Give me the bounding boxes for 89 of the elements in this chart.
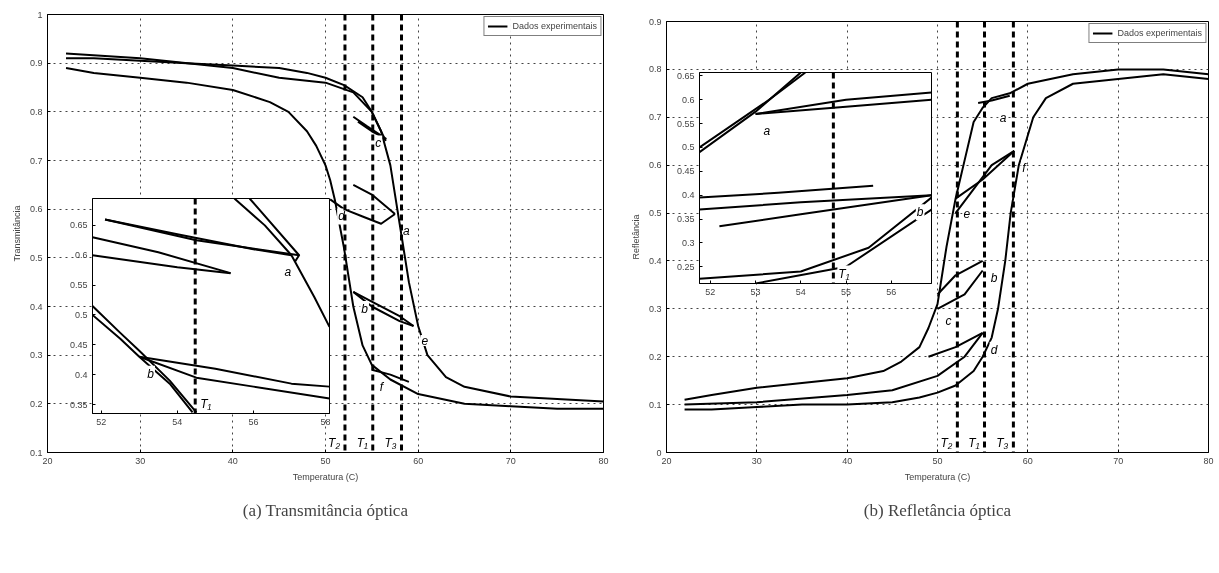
x-tick-label: 52 bbox=[96, 416, 107, 427]
text: (a) Transmitância óptica bbox=[242, 500, 409, 520]
annotation: a bbox=[999, 110, 1007, 125]
y-tick-label: 0.5 bbox=[681, 142, 695, 153]
y-tick-label: 0.55 bbox=[69, 280, 88, 291]
x-tick-label: 50 bbox=[320, 455, 331, 466]
x-tick-label: 56 bbox=[886, 286, 897, 297]
annotation: c bbox=[945, 314, 952, 329]
y-tick-label: 0.25 bbox=[676, 261, 695, 272]
y-axis-title: Refletância bbox=[630, 214, 641, 260]
y-tick-label: 0.2 bbox=[29, 398, 43, 409]
ref-line-label: T₁ bbox=[356, 435, 368, 450]
y-tick-label: 0.5 bbox=[29, 252, 43, 263]
x-tick-label: 70 bbox=[1113, 455, 1124, 466]
x-tick-label: 20 bbox=[661, 455, 672, 466]
annotation: a bbox=[763, 124, 771, 139]
y-tick-label: 0.8 bbox=[29, 106, 43, 117]
annotation: b bbox=[147, 366, 155, 381]
y-tick-label: 0.8 bbox=[648, 64, 662, 75]
y-tick-label: 0.45 bbox=[69, 339, 88, 350]
y-tick-label: 0 bbox=[656, 447, 662, 458]
x-axis-title: Temperatura (C) bbox=[292, 471, 359, 482]
ref-line-label: T₂ bbox=[940, 435, 953, 450]
ref-line-label: T₂ bbox=[328, 435, 341, 450]
annotation: b bbox=[916, 205, 924, 220]
y-tick-label: 1 bbox=[37, 9, 43, 20]
x-tick-label: 80 bbox=[1203, 455, 1214, 466]
x-tick-label: 40 bbox=[842, 455, 853, 466]
y-axis-title: Transmitância bbox=[11, 205, 22, 262]
y-tick-label: 0.65 bbox=[69, 220, 88, 231]
y-tick-label: 0.3 bbox=[29, 350, 43, 361]
x-tick-label: 80 bbox=[598, 455, 609, 466]
text: (b) Refletância óptica bbox=[863, 500, 1012, 520]
ref-line-label: T₁ bbox=[968, 435, 980, 450]
annotation: d bbox=[990, 342, 998, 357]
x-tick-label: 70 bbox=[505, 455, 516, 466]
y-tick-label: 0.9 bbox=[648, 16, 662, 27]
x-tick-label: 30 bbox=[135, 455, 146, 466]
y-tick-label: 0.65 bbox=[676, 70, 695, 81]
y-tick-label: 0.55 bbox=[676, 118, 695, 129]
y-tick-label: 0.35 bbox=[69, 399, 88, 410]
y-tick-label: 0.4 bbox=[648, 255, 662, 266]
annotation: c bbox=[375, 136, 382, 151]
legend-label: Dados experimentais bbox=[512, 20, 597, 32]
legend-label: Dados experimentais bbox=[1117, 27, 1202, 39]
x-tick-label: 56 bbox=[248, 416, 259, 427]
x-axis-title: Temperatura (C) bbox=[904, 471, 971, 482]
x-tick-label: 20 bbox=[42, 455, 53, 466]
annotation: e bbox=[421, 333, 429, 348]
y-tick-label: 0.35 bbox=[676, 214, 695, 225]
ref-line-label: T₃ bbox=[996, 435, 1009, 450]
ref-line-label: T₁ bbox=[200, 396, 212, 411]
y-tick-label: 0.3 bbox=[648, 303, 662, 314]
annotation: b bbox=[361, 301, 369, 316]
annotation: a bbox=[284, 265, 292, 280]
y-tick-label: 0.6 bbox=[29, 204, 43, 215]
y-tick-label: 0.45 bbox=[676, 166, 695, 177]
y-tick-label: 0.5 bbox=[648, 208, 662, 219]
y-tick-label: 0.4 bbox=[29, 301, 43, 312]
x-tick-label: 60 bbox=[1022, 455, 1033, 466]
x-tick-label: 54 bbox=[795, 286, 806, 297]
y-tick-label: 0.6 bbox=[648, 160, 662, 171]
x-tick-label: 50 bbox=[932, 455, 943, 466]
x-tick-label: 60 bbox=[413, 455, 424, 466]
y-tick-label: 0.2 bbox=[648, 351, 662, 362]
annotation: e bbox=[963, 206, 971, 221]
y-tick-label: 0.1 bbox=[648, 399, 662, 410]
x-tick-label: 30 bbox=[751, 455, 762, 466]
y-tick-label: 0.7 bbox=[29, 155, 43, 166]
annotation: d bbox=[338, 209, 346, 224]
y-tick-label: 0.4 bbox=[681, 190, 695, 201]
x-tick-label: 58 bbox=[320, 416, 331, 427]
x-tick-label: 54 bbox=[172, 416, 183, 427]
y-tick-label: 0.6 bbox=[681, 94, 695, 105]
x-tick-label: 40 bbox=[227, 455, 238, 466]
annotation: a bbox=[403, 224, 410, 239]
x-tick-label: 53 bbox=[750, 286, 761, 297]
y-tick-label: 0.5 bbox=[74, 309, 88, 320]
y-tick-label: 0.1 bbox=[29, 447, 43, 458]
y-tick-label: 0.3 bbox=[681, 237, 695, 248]
annotation: f bbox=[379, 379, 385, 394]
ref-line-label: T₁ bbox=[838, 266, 850, 281]
y-tick-label: 0.7 bbox=[648, 112, 662, 123]
x-tick-label: 52 bbox=[705, 286, 716, 297]
y-tick-label: 0.9 bbox=[29, 58, 43, 69]
annotation: f bbox=[1022, 160, 1028, 175]
y-tick-label: 0.4 bbox=[74, 369, 88, 380]
ref-line-label: T₃ bbox=[384, 435, 397, 450]
annotation: b bbox=[990, 270, 998, 285]
